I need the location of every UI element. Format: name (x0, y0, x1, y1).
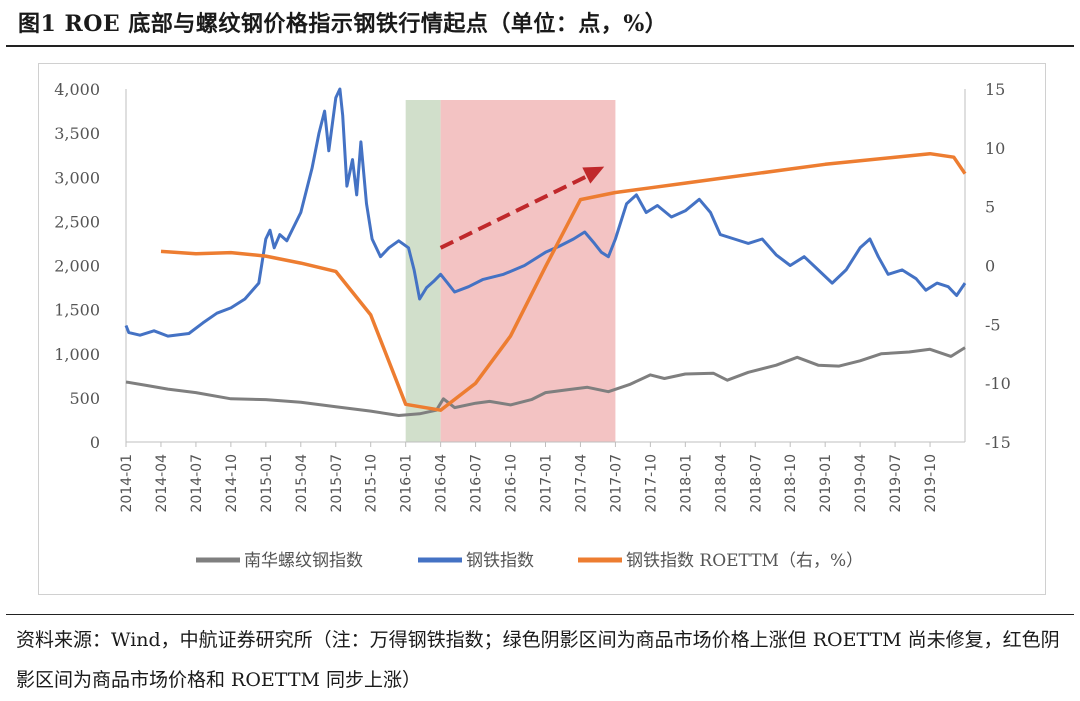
x-tick-label: 2018-10 (783, 454, 799, 513)
shaded-region-1 (440, 100, 616, 442)
legend-label-1: 钢铁指数 (466, 551, 534, 571)
y-left-tick-label: 3,500 (54, 124, 100, 143)
x-tick-label: 2015-10 (364, 454, 380, 513)
trend-arrow-line (439, 171, 594, 250)
y-left-tick-label: 1,000 (54, 345, 100, 364)
series-line-1 (124, 87, 967, 338)
y-right-tick-label: -15 (985, 433, 1011, 452)
legend-label-2: 钢铁指数 ROETTM（右，%） (626, 551, 863, 571)
y-right-tick-label: 15 (985, 80, 1005, 99)
y-left-tick-label: 500 (69, 389, 100, 408)
x-tick-label: 2019-07 (888, 454, 904, 513)
x-tick-label: 2016-10 (504, 454, 520, 513)
x-tick-label: 2014-04 (154, 454, 170, 513)
y-left-tick-label: 0 (90, 433, 100, 452)
x-tick-label: 2014-10 (224, 454, 240, 513)
x-tick-label: 2017-10 (643, 454, 659, 513)
x-tick-label: 2016-04 (434, 454, 450, 513)
x-tick-label: 2018-07 (748, 454, 764, 513)
x-tick-label: 2015-04 (294, 454, 310, 513)
y-left-tick-label: 2,000 (54, 257, 100, 276)
legend-label-0: 南华螺纹钢指数 (244, 551, 363, 571)
y-right-tick-label: 5 (985, 198, 995, 217)
x-tick-label: 2017-01 (539, 454, 555, 513)
y-right-tick-label: 0 (985, 257, 995, 276)
x-tick-label: 2019-01 (818, 454, 834, 513)
x-tick-label: 2017-04 (573, 454, 589, 513)
y-right-tick-label: 10 (985, 139, 1005, 158)
y-left-tick-label: 3,000 (54, 168, 100, 187)
figure-title: 图1 ROE 底部与螺纹钢价格指示钢铁行情起点（单位：点，%） (18, 11, 668, 37)
x-tick-label: 2019-04 (853, 454, 869, 513)
x-tick-label: 2014-07 (189, 454, 205, 513)
x-tick-label: 2015-07 (329, 454, 345, 513)
source-note: 资料来源：Wind，中航证券研究所（注：万得钢铁指数；绿色阴影区间为商品市场价格… (16, 629, 1060, 691)
chart-svg: 0 500 1,000 1,500 2,000 2,500 3,000 3,500 4,000 -… (54, 80, 1011, 571)
series-line-2 (160, 151, 967, 412)
x-tick-label: 2017-07 (608, 454, 624, 513)
y-left-tick-label: 2,500 (54, 212, 100, 231)
x-tick-label: 2015-01 (259, 454, 275, 513)
x-tick-label: 2018-01 (678, 454, 694, 513)
x-tick-label: 2018-04 (713, 454, 729, 513)
y-left-tick-label: 1,500 (54, 301, 100, 320)
series-line-0 (125, 346, 966, 417)
chart-frame (38, 63, 1046, 595)
x-tick-label: 2016-07 (469, 454, 485, 513)
x-tick-label: 2019-10 (923, 454, 939, 513)
y-right-tick-label: -10 (985, 374, 1011, 393)
title-rule (6, 45, 1074, 47)
y-left-tick-label: 4,000 (54, 80, 100, 99)
y-right-tick-label: -5 (985, 315, 1001, 334)
x-tick-label: 2014-01 (119, 454, 135, 513)
x-tick-label: 2016-01 (399, 454, 415, 513)
shaded-region-0 (405, 100, 441, 442)
source-rule (6, 614, 1074, 615)
trend-arrow-head (582, 166, 605, 184)
